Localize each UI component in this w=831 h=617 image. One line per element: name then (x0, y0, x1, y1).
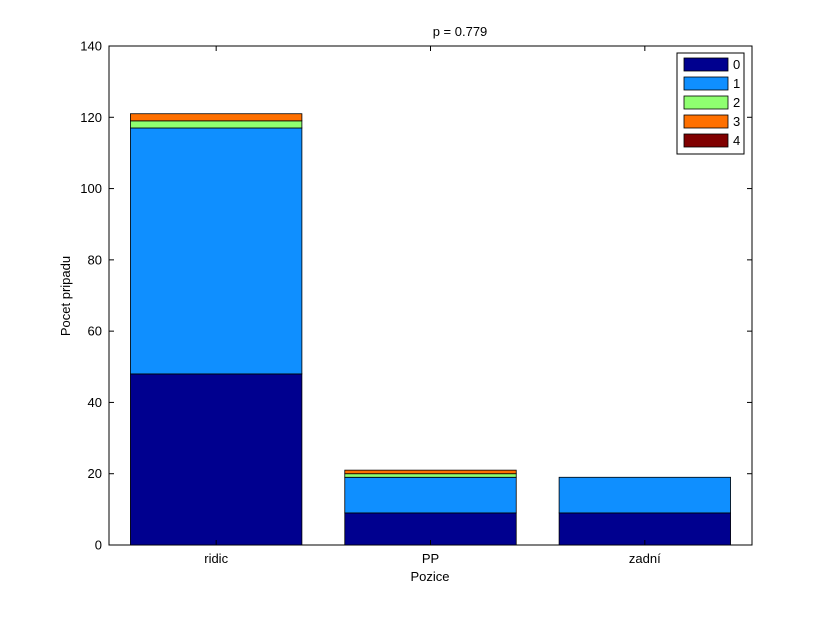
bar-ridic-series-0 (130, 373, 303, 546)
bar-ridic-series-2 (130, 120, 303, 129)
legend-label-0: 0 (733, 57, 740, 72)
y-tick-label: 80 (88, 252, 102, 267)
x-tick-label: PP (422, 551, 439, 566)
legend-label-4: 4 (733, 133, 740, 148)
legend-label-2: 2 (733, 95, 740, 110)
y-axis-label: Pocet pripadu (58, 256, 73, 336)
legend-swatch-2 (683, 95, 729, 110)
legend-swatch-4 (683, 133, 729, 148)
bar-PP-series-2 (344, 473, 517, 478)
legend-swatch-1 (683, 76, 729, 91)
y-tick-label: 0 (95, 538, 102, 553)
bar-ridic-series-3 (130, 113, 303, 122)
bar-PP-series-3 (344, 469, 517, 475)
legend-swatch-0 (683, 57, 729, 72)
bar-zadní-series-1 (558, 476, 731, 514)
bar-PP-series-1 (344, 476, 517, 514)
legend-label-1: 1 (733, 76, 740, 91)
legend-swatch-3 (683, 114, 729, 129)
y-tick-label: 120 (80, 110, 102, 125)
chart-title: p = 0.779 (433, 24, 488, 39)
x-tick-label: ridic (204, 551, 228, 566)
bar-ridic-series-1 (130, 127, 303, 375)
legend-label-3: 3 (733, 114, 740, 129)
y-tick-label: 140 (80, 39, 102, 54)
y-tick-label: 100 (80, 181, 102, 196)
x-tick-label: zadní (629, 551, 661, 566)
bar-zadní-series-0 (558, 512, 731, 546)
x-axis-label: Pozice (410, 569, 449, 584)
y-tick-label: 40 (88, 395, 102, 410)
y-tick-label: 60 (88, 324, 102, 339)
y-tick-label: 20 (88, 466, 102, 481)
